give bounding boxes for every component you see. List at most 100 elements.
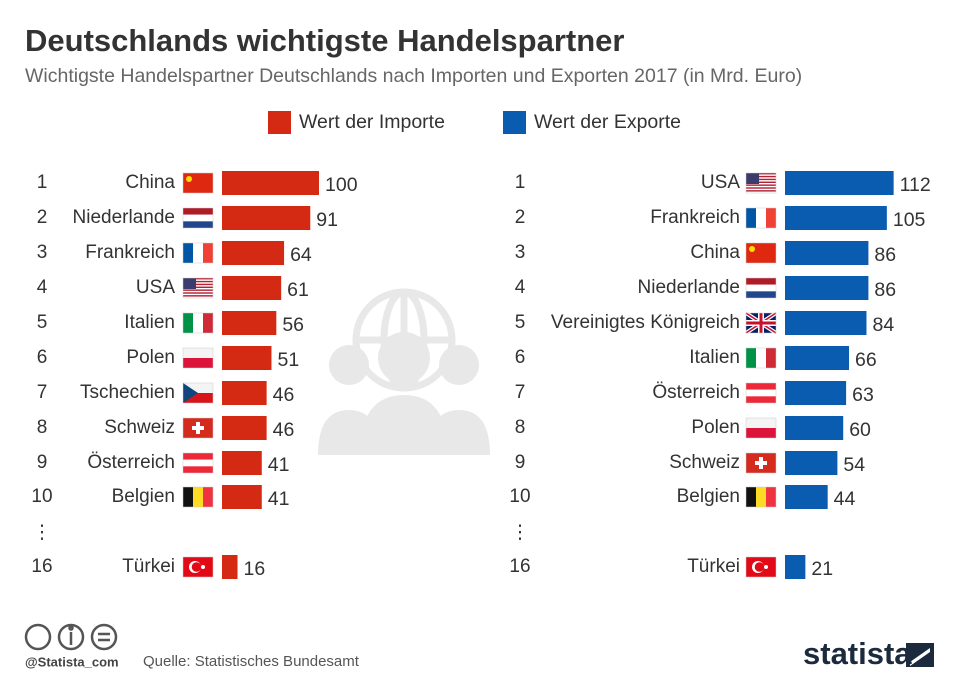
- category-label: Schweiz: [669, 452, 740, 473]
- flag-part: [746, 178, 776, 181]
- flag-part: [183, 393, 213, 403]
- flag: [182, 347, 214, 369]
- rank: 4: [515, 277, 526, 298]
- value-label: 46: [273, 419, 295, 441]
- category-label: China: [125, 172, 175, 193]
- flag-part: [183, 278, 213, 280]
- value-label: 84: [872, 314, 894, 336]
- bar: [785, 241, 869, 265]
- flag-part: [764, 565, 768, 569]
- flag-part: [183, 466, 213, 473]
- flag-part: [746, 383, 776, 390]
- flag-border: [182, 242, 214, 264]
- flag-part: [186, 176, 192, 182]
- flag-border: [745, 452, 777, 474]
- value-label: 86: [874, 279, 896, 301]
- category-label: USA: [701, 172, 740, 193]
- flag-part: [183, 214, 213, 222]
- bar: [785, 381, 847, 405]
- handle: @Statista_com: [25, 654, 119, 669]
- flag: [744, 311, 778, 335]
- bar: [785, 451, 838, 475]
- value-label: 54: [843, 454, 865, 476]
- flag-part: [183, 173, 213, 193]
- flag-part: [766, 487, 776, 507]
- flag-part: [183, 487, 193, 507]
- ellipsis: ⋮: [33, 522, 52, 543]
- flag-part: [746, 348, 756, 368]
- flag-part: [746, 487, 756, 507]
- flag-border: [745, 277, 777, 299]
- flag: [182, 486, 214, 508]
- rank: 6: [515, 347, 526, 368]
- flag-border: [182, 417, 214, 439]
- bar: [222, 381, 267, 405]
- bar: [222, 451, 262, 475]
- flag-border: [182, 556, 214, 578]
- bar: [785, 171, 894, 195]
- value-label: 61: [287, 279, 309, 301]
- flag-part: [746, 173, 776, 175]
- category-label: Niederlande: [638, 277, 740, 298]
- rank: 2: [37, 207, 48, 228]
- rank: 5: [37, 312, 48, 333]
- category-label: Frankreich: [650, 207, 740, 228]
- flag-border: [182, 452, 214, 474]
- flag: [182, 382, 214, 404]
- flag: [745, 242, 777, 264]
- category-label: Polen: [691, 417, 740, 438]
- flag-part: [746, 278, 776, 285]
- flag-part: [755, 461, 767, 465]
- rank: 7: [515, 382, 526, 403]
- flag: [182, 417, 214, 439]
- value-label: 41: [268, 454, 290, 476]
- flag-border: [182, 207, 214, 229]
- flag: [182, 172, 214, 194]
- flag-part: [183, 292, 213, 294]
- flag-part: [746, 243, 776, 263]
- rank: 7: [37, 382, 48, 403]
- flag-part: [183, 280, 213, 283]
- flag-part: [183, 295, 213, 297]
- value-label: 21: [811, 558, 833, 580]
- flag-part: [183, 348, 213, 358]
- bar: [222, 555, 238, 579]
- flag: [745, 172, 777, 194]
- bar: [785, 416, 844, 440]
- bar: [222, 206, 311, 230]
- rank: 6: [37, 347, 48, 368]
- bar: [222, 346, 272, 370]
- flag-part: [201, 565, 205, 569]
- flag-part: [746, 175, 776, 178]
- bar: [222, 311, 277, 335]
- flag-part: [203, 243, 213, 263]
- category-label: Schweiz: [104, 417, 175, 438]
- bar: [222, 485, 262, 509]
- value-label: 105: [893, 209, 926, 231]
- flag-part: [183, 283, 213, 286]
- flag-part: [746, 428, 776, 438]
- license-icons: [24, 623, 118, 651]
- category-label: Belgien: [677, 486, 740, 507]
- legend-label: Wert der Importe: [299, 111, 445, 133]
- flag-part: [183, 243, 193, 263]
- bar: [785, 311, 867, 335]
- category-label: Frankreich: [85, 242, 175, 263]
- bar: [785, 276, 869, 300]
- flag-part: [183, 313, 193, 333]
- flag-part: [754, 562, 765, 572]
- flag: [745, 486, 777, 508]
- flag-part: [746, 173, 759, 184]
- flag-part: [183, 383, 198, 403]
- flag: [182, 277, 214, 299]
- source: Quelle: Statistisches Bundesamt: [143, 653, 360, 670]
- bar: [222, 276, 282, 300]
- rank: 1: [515, 172, 526, 193]
- value-label: 100: [325, 174, 358, 196]
- brand-logo: statista: [803, 636, 912, 671]
- rank: 16: [509, 556, 530, 577]
- flag-part: [756, 208, 766, 228]
- value-label: 86: [874, 244, 896, 266]
- flag: [745, 347, 777, 369]
